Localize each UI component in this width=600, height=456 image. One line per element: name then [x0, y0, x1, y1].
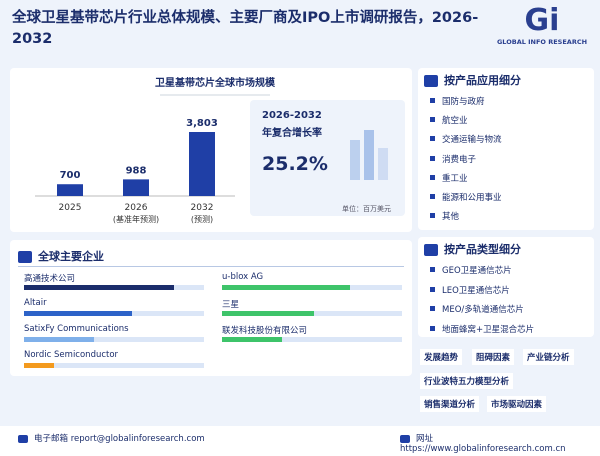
deco [364, 130, 374, 180]
report-title: 全球卫星基带芯片行业总体规模、主要厂商及IPO上市调研报告，2026-2032 [12, 10, 479, 47]
bar-track [222, 311, 402, 316]
type-item: LEO卫星通信芯片 [428, 284, 510, 296]
bar [123, 179, 149, 196]
category-note: (基准年预测) [113, 214, 159, 224]
application-item: 消费电子 [428, 153, 476, 165]
application-item: 交通运输与物流 [428, 133, 502, 145]
bar-track [24, 311, 204, 316]
category-label: 2026 [125, 203, 148, 213]
bar-track [24, 363, 204, 368]
bar-track [222, 337, 402, 342]
category-label: 2032 [191, 203, 214, 213]
category-note: (预测) [191, 214, 213, 224]
bar-fill [24, 285, 174, 290]
companies-panel: 全球主要企业 高通技术公司 u-blox AG Altair 三星 SatixF… [10, 240, 412, 376]
cagr-label: 年复合增长率 [262, 128, 322, 139]
bar-fill [222, 311, 314, 316]
deco [350, 140, 360, 180]
bar-fill [222, 337, 282, 342]
logo-mark: Gi [524, 3, 560, 38]
company: Altair [24, 298, 47, 308]
tag: 行业波特五力模型分析 [420, 373, 514, 389]
type-item: GEO卫星通信芯片 [428, 264, 512, 276]
email: 电子邮箱 report@globalinforesearch.com [18, 432, 205, 444]
divider [18, 266, 404, 267]
cagr-period: 2026-2032 [262, 110, 322, 121]
tag: 发展趋势 [420, 349, 463, 365]
type-item: 地面蜂窝+卫星混合芯片 [428, 323, 534, 335]
site-label: 网址 [416, 434, 434, 444]
application-item: 重工业 [428, 172, 468, 184]
application-item: 能源和公用事业 [428, 191, 502, 203]
bar [57, 184, 83, 196]
unit: 单位：百万美元 [342, 205, 391, 213]
bar-track [24, 337, 204, 342]
company: SatixFy Communications [24, 324, 129, 334]
footer: 电子邮箱 report@globalinforesearch.com 网址 ht… [0, 426, 600, 456]
applications-title: 按产品应用细分 [424, 72, 521, 88]
value-label: 700 [60, 170, 81, 181]
type-item: MEO/多轨道通信芯片 [428, 303, 524, 315]
types-title: 按产品类型细分 [424, 241, 521, 257]
bar-fill [24, 337, 94, 342]
companies-title-text: 全球主要企业 [38, 250, 104, 263]
company: 高通技术公司 [24, 274, 76, 284]
tag: 阻碍因素 [472, 349, 515, 365]
site: 网址 https://www.globalinforesearch.com.cn [400, 432, 600, 454]
application-item: 航空业 [428, 114, 468, 126]
tag: 市场驱动因素 [487, 396, 547, 412]
types-panel [418, 237, 594, 337]
bar-fill [222, 285, 350, 290]
company: 三星 [222, 300, 240, 310]
chart-title: 卫星基带芯片全球市场规模 [155, 76, 276, 89]
bar [189, 132, 215, 196]
company: 联发科技股份有限公司 [222, 326, 308, 336]
bar-track [222, 285, 402, 290]
tag: 销售渠道分析 [420, 396, 480, 412]
email-label: 电子邮箱 [34, 434, 69, 444]
types-title-text: 按产品类型细分 [444, 243, 521, 256]
applications-panel [418, 68, 594, 230]
company: Nordic Semiconductor [24, 350, 119, 360]
chart: 卫星基带芯片全球市场规模 700 2025 988 2026(基准年预测) 3,803 2… [35, 76, 276, 224]
tag: 产业链分析 [523, 349, 574, 365]
bar-track [24, 285, 204, 290]
value-label: 3,803 [186, 118, 218, 129]
application-item: 其他 [428, 210, 459, 222]
email-value: report@globalinforesearch.com [70, 434, 205, 444]
category-label: 2025 [59, 203, 82, 213]
logo-text: GLOBAL INFO RESEARCH [496, 38, 588, 46]
bar-fill [24, 363, 54, 368]
applications-title-text: 按产品应用细分 [444, 74, 521, 87]
cagr-box: 2026-2032 年复合增长率 25.2% 单位：百万美元 [250, 100, 405, 216]
deco [378, 148, 388, 180]
value-label: 988 [126, 165, 147, 176]
chart-panel: 卫星基带芯片全球市场规模 700 2025 988 2026 (基准年预测) 3,803 2… [10, 68, 412, 232]
logo: Gi GLOBAL INFO RESEARCH [492, 3, 592, 47]
site-value: https://www.globalinforesearch.com.cn [400, 444, 566, 454]
companies-title: 全球主要企业 [18, 248, 104, 264]
cagr-value: 25.2% [262, 153, 328, 175]
application-item: 国防与政府 [428, 95, 485, 107]
company: u-blox AG [222, 272, 264, 282]
bar-fill [24, 311, 132, 316]
